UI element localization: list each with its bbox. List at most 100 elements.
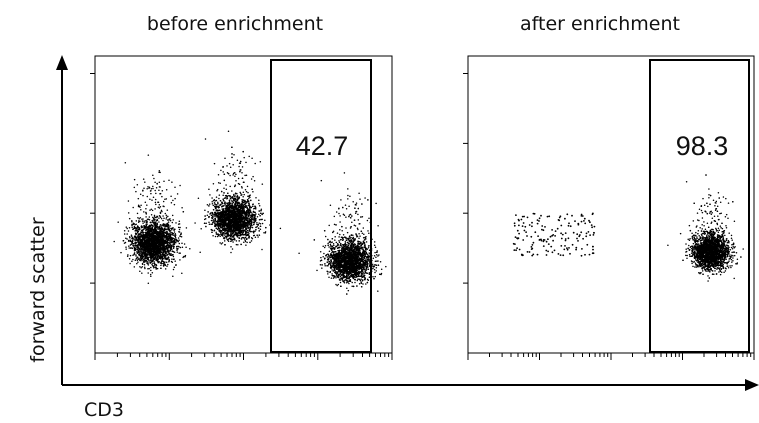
event-dot xyxy=(220,226,222,229)
event-dot xyxy=(233,153,235,156)
event-dot xyxy=(143,211,145,213)
event-dot xyxy=(160,209,163,212)
event-dot xyxy=(172,232,175,235)
event-dot xyxy=(229,185,231,188)
event-dot xyxy=(248,202,250,205)
event-dot xyxy=(148,229,150,232)
event-dot xyxy=(168,236,171,238)
event-dot xyxy=(189,248,191,250)
event-dot xyxy=(131,260,133,263)
event-dot xyxy=(152,232,155,234)
event-dot xyxy=(248,197,250,200)
event-dot xyxy=(151,209,154,212)
event-dot xyxy=(231,156,233,159)
plot-panel-before: 42.7 xyxy=(90,55,393,360)
event-dot xyxy=(134,249,137,251)
event-dot xyxy=(126,233,128,235)
event-dot xyxy=(143,253,146,255)
event-dot xyxy=(139,259,141,261)
event-dot xyxy=(254,208,257,210)
event-dot xyxy=(163,236,166,239)
event-dot xyxy=(136,262,138,265)
event-dot xyxy=(154,198,157,201)
event-dot xyxy=(222,199,225,202)
event-dot xyxy=(137,236,139,238)
event-dot xyxy=(223,202,226,205)
event-dot xyxy=(151,243,153,245)
event-dot xyxy=(132,206,134,209)
event-dot xyxy=(174,235,176,237)
event-dot xyxy=(217,216,220,218)
event-dot xyxy=(260,209,262,212)
event-dot xyxy=(133,225,136,228)
event-dot xyxy=(238,196,241,198)
event-dot xyxy=(142,247,144,249)
event-dot xyxy=(256,216,259,218)
event-dot xyxy=(219,209,221,212)
event-dot xyxy=(224,215,226,218)
event-dot xyxy=(242,211,244,214)
event-dot xyxy=(170,238,172,241)
event-dot xyxy=(151,256,153,259)
event-dot xyxy=(174,234,177,236)
event-dot xyxy=(174,260,176,262)
event-dot xyxy=(140,225,143,227)
event-dot xyxy=(160,233,163,236)
event-dot xyxy=(153,262,156,265)
event-dot xyxy=(165,214,168,217)
event-dot xyxy=(174,241,177,244)
event-dot xyxy=(154,256,156,259)
event-dot xyxy=(183,255,185,258)
event-dot xyxy=(155,232,157,235)
event-dot xyxy=(163,229,165,232)
event-dot xyxy=(125,246,127,248)
event-dot xyxy=(126,255,129,257)
event-dot xyxy=(149,209,151,211)
event-dot xyxy=(152,230,155,232)
event-dot xyxy=(136,257,139,259)
event-dot xyxy=(244,214,246,216)
event-dot xyxy=(154,226,156,229)
event-dot xyxy=(252,190,254,193)
event-dot xyxy=(163,237,165,240)
event-dot xyxy=(258,204,261,207)
event-dot xyxy=(161,259,163,261)
event-dot xyxy=(140,209,142,211)
event-dot xyxy=(123,242,126,244)
event-dot xyxy=(161,260,163,263)
event-dot xyxy=(212,204,215,207)
event-dot xyxy=(169,246,171,248)
event-dot xyxy=(219,242,221,244)
event-dot xyxy=(147,231,150,234)
event-dot xyxy=(226,227,228,230)
event-dot xyxy=(147,248,150,251)
event-dot xyxy=(145,216,147,218)
event-dot xyxy=(160,251,163,254)
event-dot xyxy=(141,220,144,222)
event-dot xyxy=(142,218,144,220)
event-dot xyxy=(225,184,227,186)
event-dot xyxy=(179,252,181,254)
event-dot xyxy=(252,205,254,207)
event-dot xyxy=(241,229,244,231)
event-dot xyxy=(160,242,162,244)
event-dot xyxy=(145,261,147,263)
event-dot xyxy=(258,230,260,232)
event-dot xyxy=(143,187,145,189)
event-dot xyxy=(247,191,249,194)
event-dot xyxy=(154,255,156,257)
event-dot xyxy=(171,250,174,253)
event-dot xyxy=(146,218,149,221)
event-dot xyxy=(226,202,228,204)
event-dot xyxy=(224,214,226,216)
event-dot xyxy=(137,235,139,237)
event-dot xyxy=(144,236,146,239)
event-dot xyxy=(136,251,138,253)
event-dot xyxy=(129,254,132,257)
event-dot xyxy=(143,251,146,253)
event-dot xyxy=(220,169,222,172)
event-dot xyxy=(152,262,154,264)
event-dot xyxy=(139,248,141,251)
event-dot xyxy=(176,251,179,253)
event-dot xyxy=(156,250,158,252)
